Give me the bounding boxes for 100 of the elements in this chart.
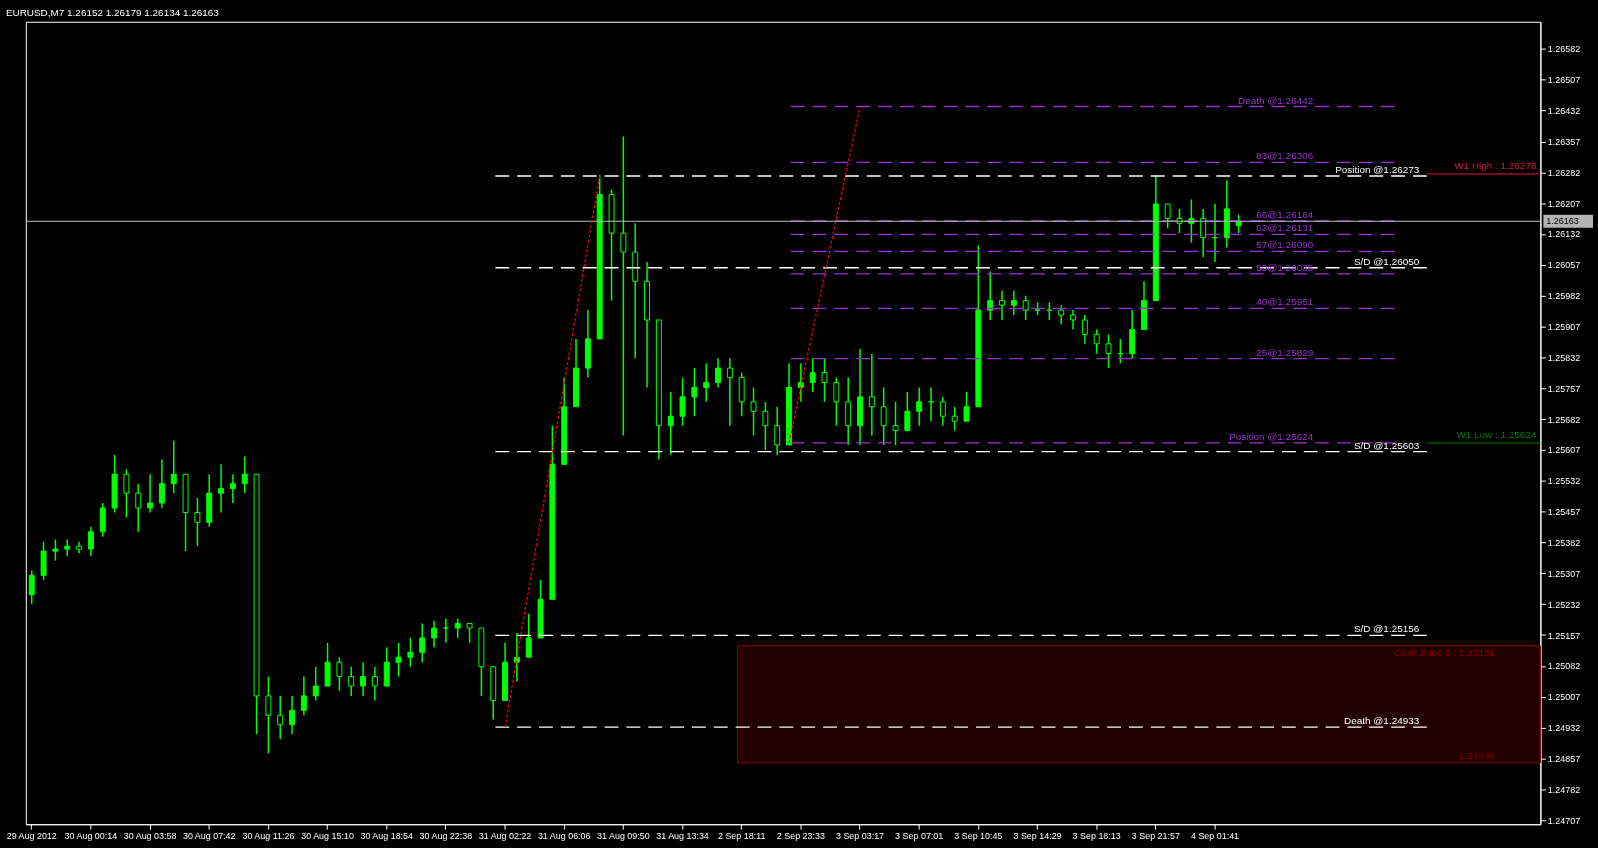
x-tick-label: 3 Sep 21:57 xyxy=(1131,830,1180,841)
candlestick xyxy=(750,386,757,437)
x-tick-label: 31 Aug 06:06 xyxy=(537,830,591,841)
candlestick xyxy=(797,362,804,403)
y-tick-label: 1.25007 xyxy=(1547,692,1581,703)
x-tick-label: 30 Aug 07:42 xyxy=(182,830,236,841)
x-tick-label: 3 Sep 14:29 xyxy=(1013,830,1062,841)
ref-line-label: 57@1.26090 xyxy=(1256,239,1314,251)
annotation: 1.24846 xyxy=(1459,749,1496,761)
ref-line-label: 83@1.26306 xyxy=(1256,150,1314,162)
candlestick xyxy=(1093,328,1100,355)
x-tick-label: 3 Sep 10:45 xyxy=(954,830,1003,841)
x-tick-label: 29 Aug 2012 xyxy=(6,830,57,841)
candlestick xyxy=(28,569,35,605)
y-tick-label: 1.26582 xyxy=(1547,44,1581,55)
candlestick xyxy=(336,656,343,692)
ref-line-label: 66@1.26164 xyxy=(1256,208,1314,220)
x-tick-label: 30 Aug 11:26 xyxy=(242,830,295,841)
y-tick-label: 1.25682 xyxy=(1547,414,1581,425)
candlestick xyxy=(715,357,722,389)
candlestick xyxy=(312,665,319,702)
candlestick xyxy=(442,617,449,644)
x-tick-label: 30 Aug 15:10 xyxy=(301,830,354,841)
candlestick xyxy=(158,458,165,509)
candlestick xyxy=(987,270,994,321)
candlestick xyxy=(348,665,355,697)
candlestick xyxy=(265,675,272,755)
y-tick-label: 1.26507 xyxy=(1547,75,1581,86)
candlestick xyxy=(324,642,331,687)
candlestick xyxy=(395,642,402,678)
x-tick-label: 3 Sep 18:13 xyxy=(1072,830,1121,841)
y-tick-label: 1.25082 xyxy=(1547,661,1581,672)
ref-line-label: 1.26163 xyxy=(1546,216,1579,227)
x-tick-label: 30 Aug 00:14 xyxy=(64,830,118,841)
candlestick xyxy=(845,376,852,446)
y-tick-label: 1.25907 xyxy=(1547,322,1581,333)
x-tick-label: 30 Aug 22:38 xyxy=(419,830,473,841)
candlestick xyxy=(383,646,390,687)
candlestick xyxy=(123,468,130,519)
x-tick-label: 30 Aug 03:58 xyxy=(123,830,177,841)
ref-line-label: W1 Low : 1.25624 xyxy=(1456,428,1537,440)
candlestick xyxy=(300,675,307,716)
y-tick-label: 1.25757 xyxy=(1547,383,1581,394)
y-tick-label: 1.25232 xyxy=(1547,599,1581,610)
y-tick-label: 1.26057 xyxy=(1547,260,1581,271)
candlestick xyxy=(147,473,154,514)
candlestick xyxy=(1164,203,1171,229)
candlestick xyxy=(833,376,840,427)
ref-line-label: S/D @1.26050 xyxy=(1354,255,1420,267)
candlestick xyxy=(916,386,923,427)
candlestick xyxy=(892,401,899,446)
candlestick xyxy=(762,401,769,451)
x-tick-label: 31 Aug 13:34 xyxy=(656,830,709,841)
candlestick xyxy=(951,406,958,432)
x-tick-label: 31 Aug 09:50 xyxy=(597,830,650,841)
candlestick xyxy=(1070,309,1076,331)
ref-line-label: S/D @1.25603 xyxy=(1354,439,1420,451)
y-tick-label: 1.26282 xyxy=(1547,167,1581,178)
ref-line-label: 40@1.25951 xyxy=(1256,296,1314,308)
candlestick xyxy=(809,357,816,393)
band-label: Cash Zone 1 : 1.25131 xyxy=(1394,646,1496,658)
y-tick-label: 1.26207 xyxy=(1547,198,1581,209)
candlestick xyxy=(371,665,378,702)
y-tick-label: 1.26132 xyxy=(1547,229,1581,240)
candlestick xyxy=(1200,208,1207,258)
candlestick xyxy=(241,455,248,494)
y-tick-label: 1.26357 xyxy=(1547,136,1581,147)
candlestick xyxy=(419,622,426,663)
candlestick xyxy=(1081,314,1088,345)
x-tick-label: 2 Sep 23:33 xyxy=(776,830,825,841)
candlestick xyxy=(679,376,686,427)
y-tick-label: 1.24782 xyxy=(1547,784,1581,795)
candlestick xyxy=(999,290,1005,321)
candlestick xyxy=(525,612,532,658)
candlestick xyxy=(774,406,781,456)
candlestick xyxy=(1022,294,1029,321)
candlestick xyxy=(691,367,698,417)
candlestick xyxy=(904,391,911,432)
candlestick xyxy=(218,463,225,514)
y-tick-label: 1.24707 xyxy=(1547,815,1581,826)
candlestick xyxy=(360,661,367,697)
candlestick xyxy=(99,502,106,538)
candlestick xyxy=(52,538,59,562)
y-tick-label: 1.25982 xyxy=(1547,291,1581,302)
candlestick xyxy=(170,439,177,494)
candlestick xyxy=(289,695,296,735)
y-tick-label: 1.25457 xyxy=(1547,507,1581,518)
y-tick-label: 1.25532 xyxy=(1547,476,1581,487)
ref-line-label: 62@1.26131 xyxy=(1256,222,1314,234)
candlestick xyxy=(277,695,284,740)
candlestick xyxy=(1058,304,1065,326)
candlestick xyxy=(1010,290,1017,316)
ref-line-label: Death @1.26442 xyxy=(1238,94,1314,106)
y-tick-label: 1.24932 xyxy=(1547,723,1581,734)
candlestick xyxy=(466,622,473,644)
ref-line-label: S/D @1.25156 xyxy=(1354,623,1420,635)
candlestick xyxy=(880,386,887,446)
candlestick xyxy=(821,357,828,403)
x-tick-label: 30 Aug 18:54 xyxy=(360,830,414,841)
x-tick-label: 4 Sep 01:41 xyxy=(1190,830,1240,841)
